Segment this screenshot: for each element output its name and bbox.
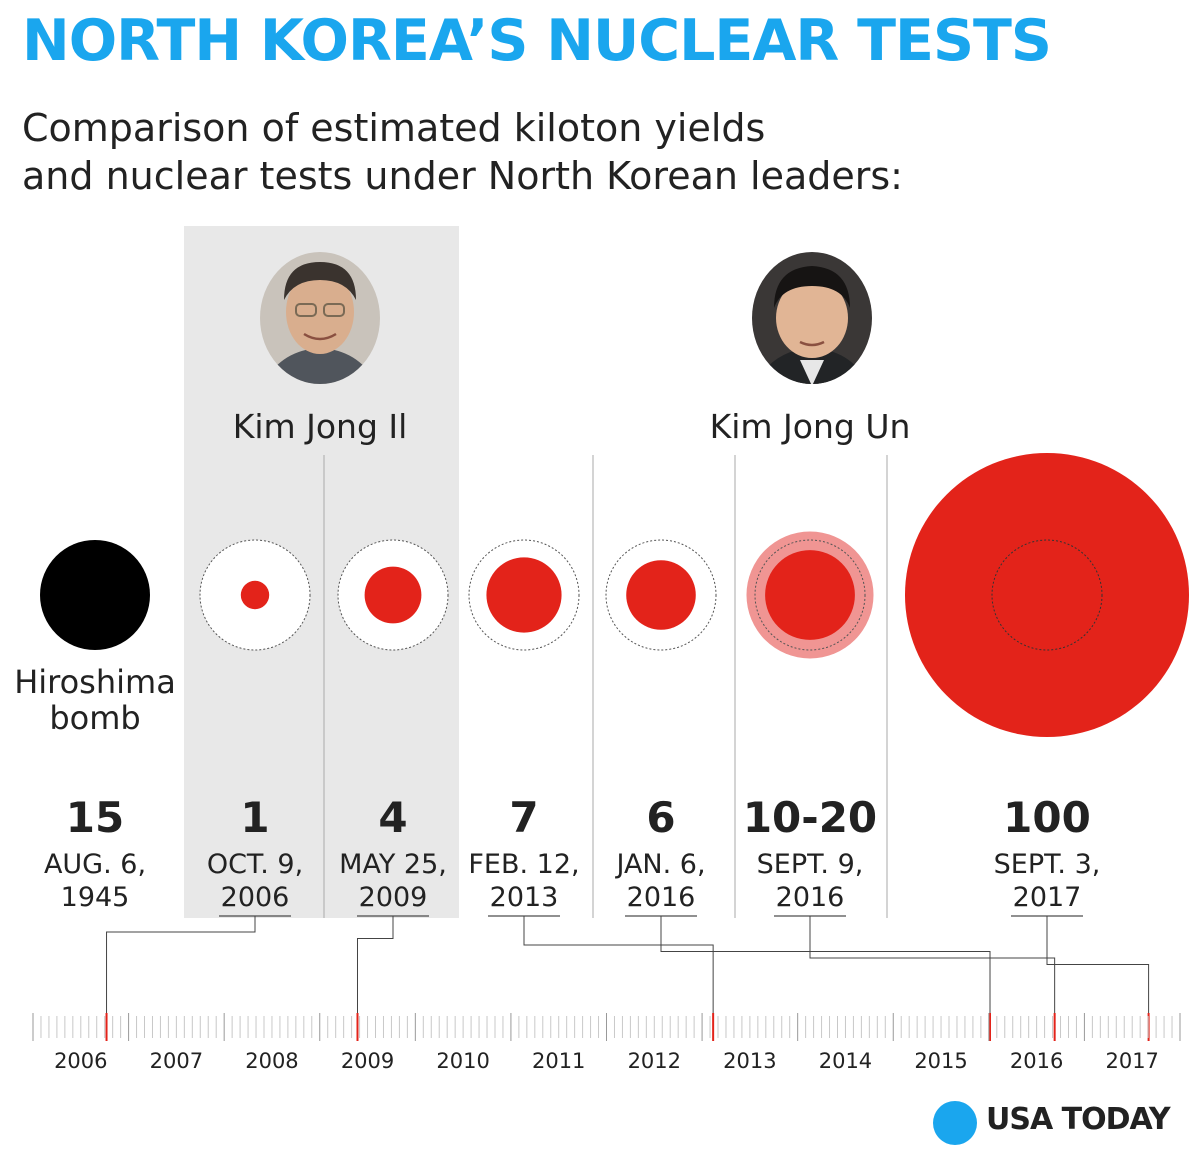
timeline-connector xyxy=(523,916,714,1013)
timeline-year-label: 2015 xyxy=(914,1049,967,1073)
date-label: 2017 xyxy=(1013,882,1082,913)
timeline-year-label: 2012 xyxy=(628,1049,681,1073)
date-label: 2016 xyxy=(776,882,845,913)
date-label: JAN. 6, xyxy=(614,849,705,880)
timeline-connector xyxy=(660,916,991,1013)
timeline-year-label: 2016 xyxy=(1010,1049,1063,1073)
timeline-connector xyxy=(106,916,256,1013)
timeline-connector xyxy=(356,916,394,1013)
value-label: 10-20 xyxy=(743,793,877,842)
timeline-year-label: 2010 xyxy=(436,1049,489,1073)
timeline-year-label: 2011 xyxy=(532,1049,585,1073)
hiroshima-reference-ring xyxy=(199,539,311,651)
page-title: NORTH KOREA’S NUCLEAR TESTS xyxy=(22,8,1052,74)
value-label: 6 xyxy=(646,793,675,842)
date-label: AUG. 6, xyxy=(44,849,146,880)
page-subtitle: Comparison of estimated kiloton yields a… xyxy=(22,104,903,200)
timeline-year-label: 2014 xyxy=(819,1049,872,1073)
hiroshima-reference-ring xyxy=(337,539,449,651)
kim-jong-un-portrait-icon xyxy=(752,252,872,384)
timeline-connectors xyxy=(106,915,1150,1013)
leader-name-kim-jong-il: Kim Jong Il xyxy=(233,407,408,446)
date-label: SEPT. 3, xyxy=(994,849,1101,880)
subtitle-line: and nuclear tests under North Korean lea… xyxy=(22,154,903,198)
timeline-axis: 2006 2007 2008 2009 2010 2011 2012 2013 2014 2015… xyxy=(32,1013,1181,1073)
value-label: 4 xyxy=(378,793,407,842)
brand-logo: USA TODAY xyxy=(986,1102,1171,1137)
hiroshima-label: Hiroshima xyxy=(14,663,176,701)
timeline-year-label: 2006 xyxy=(54,1049,107,1073)
hiroshima-reference-ring xyxy=(754,539,866,651)
value-label: 7 xyxy=(509,793,538,842)
column-dividers xyxy=(323,455,888,918)
yield-bubble xyxy=(486,557,562,633)
timeline-year-label: 2008 xyxy=(245,1049,298,1073)
date-label: 2006 xyxy=(221,882,290,913)
date-label: FEB. 12, xyxy=(468,849,579,880)
hiroshima-bubble xyxy=(40,540,150,650)
timeline-connector xyxy=(1046,916,1150,1013)
subtitle-line: Comparison of estimated kiloton yields xyxy=(22,106,766,150)
date-label: OCT. 9, xyxy=(207,849,303,880)
hiroshima-label: bomb xyxy=(49,699,140,737)
yield-bubble xyxy=(364,566,422,624)
timeline-connector xyxy=(809,916,1056,1013)
value-label: 100 xyxy=(1003,793,1091,842)
hiroshima-reference-ring xyxy=(991,539,1103,651)
value-label: 15 xyxy=(66,793,124,842)
date-label: SEPT. 9, xyxy=(757,849,864,880)
yield-bubble xyxy=(904,452,1190,738)
hiroshima-reference-ring xyxy=(468,539,580,651)
date-label: MAY 25, xyxy=(339,849,447,880)
timeline-year-label: 2007 xyxy=(150,1049,203,1073)
timeline-year-label: 2013 xyxy=(723,1049,776,1073)
value-label: 1 xyxy=(240,793,269,842)
date-label: 1945 xyxy=(61,882,130,913)
date-label: 2009 xyxy=(359,882,428,913)
yield-bubble xyxy=(626,560,696,630)
date-label: 2013 xyxy=(490,882,559,913)
timeline-year-label: 2017 xyxy=(1105,1049,1158,1073)
timeline-year-label: 2009 xyxy=(341,1049,394,1073)
usa-today-logo-dot-icon xyxy=(933,1101,977,1145)
yield-bubble xyxy=(240,580,270,610)
leader-name-kim-jong-un: Kim Jong Un xyxy=(710,407,911,446)
yield-bubble xyxy=(765,550,855,640)
hiroshima-reference-ring xyxy=(605,539,717,651)
date-label: 2016 xyxy=(627,882,696,913)
